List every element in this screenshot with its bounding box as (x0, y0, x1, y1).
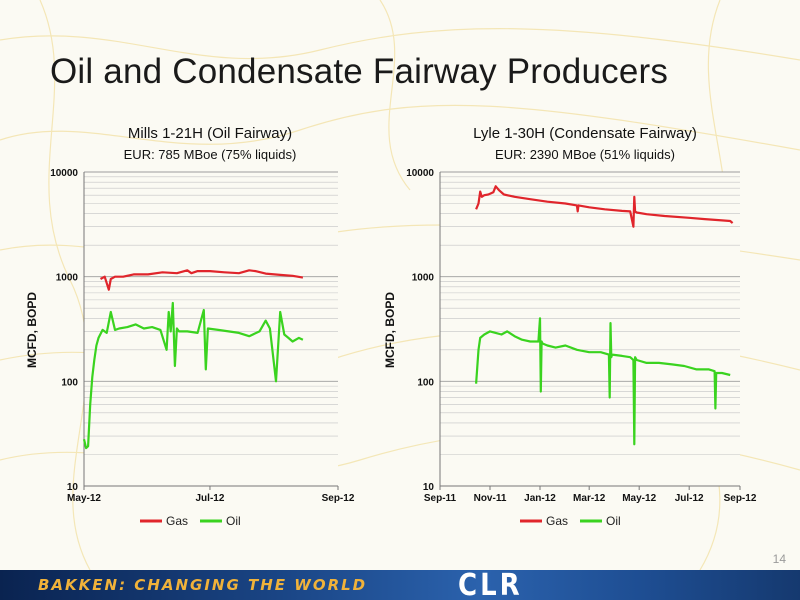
y-axis-label: MCFD, BOPD (383, 292, 397, 368)
chart-mills-1-21h: Mills 1-21H (Oil Fairway) EUR: 785 MBoe (… (25, 125, 355, 528)
chart-title: Lyle 1-30H (Condensate Fairway) (473, 125, 697, 142)
chart-subtitle: EUR: 785 MBoe (75% liquids) (124, 147, 297, 162)
x-tick-label: May-12 (67, 493, 101, 504)
x-tick-label: Jul-12 (675, 493, 704, 504)
legend-label-oil: Oil (606, 514, 621, 528)
y-tick-label: 10 (67, 482, 79, 493)
chart-title: Mills 1-21H (Oil Fairway) (128, 125, 292, 142)
x-tick-label: Sep-12 (724, 493, 757, 504)
y-tick-label: 100 (61, 377, 78, 388)
legend-label-gas: Gas (546, 514, 568, 528)
x-tick-label: Nov-11 (474, 493, 507, 504)
company-logo: CLR (458, 570, 523, 600)
chart-lyle-1-30h: Lyle 1-30H (Condensate Fairway) EUR: 2390… (383, 125, 757, 528)
series-line-gas (475, 185, 734, 228)
chart-subtitle: EUR: 2390 MBoe (51% liquids) (495, 147, 675, 162)
series-line-oil (82, 301, 304, 450)
y-tick-label: 1000 (56, 273, 79, 284)
y-tick-label: 10000 (406, 168, 434, 179)
series-line-oil (475, 317, 731, 446)
legend-label-gas: Gas (166, 514, 188, 528)
legend-label-oil: Oil (226, 514, 241, 528)
x-tick-label: Jan-12 (524, 493, 556, 504)
x-tick-label: Sep-12 (322, 493, 355, 504)
x-tick-label: Mar-12 (573, 493, 606, 504)
x-tick-label: Jul-12 (196, 493, 225, 504)
footer-banner: BAKKEN: CHANGING THE WORLD CLR (0, 570, 800, 600)
y-tick-label: 1000 (412, 273, 435, 284)
x-tick-label: May-12 (622, 493, 656, 504)
x-tick-label: Sep-11 (424, 493, 457, 504)
y-tick-label: 10000 (50, 168, 78, 179)
y-tick-label: 10 (423, 482, 435, 493)
slide-title: Oil and Condensate Fairway Producers (50, 52, 669, 91)
series-line-gas (99, 269, 304, 291)
y-axis-label: MCFD, BOPD (25, 292, 39, 368)
y-tick-label: 100 (417, 377, 434, 388)
footer-tagline: BAKKEN: CHANGING THE WORLD (38, 576, 368, 594)
plot-area (440, 172, 740, 486)
page-number: 14 (772, 552, 786, 566)
